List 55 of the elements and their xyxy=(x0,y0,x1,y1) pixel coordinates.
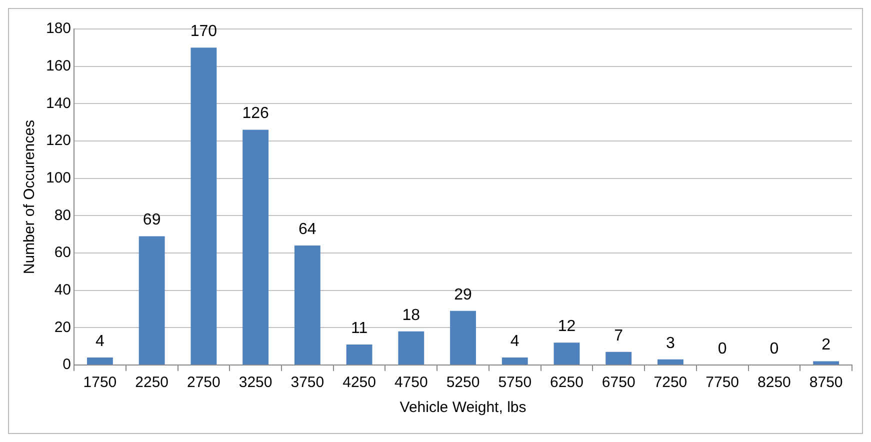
y-tick-label: 0 xyxy=(62,356,72,374)
data-label: 126 xyxy=(242,105,269,122)
bar xyxy=(346,344,372,364)
bar xyxy=(138,236,165,364)
x-tick-label: 4250 xyxy=(342,374,376,392)
bar xyxy=(242,130,269,364)
data-label: 170 xyxy=(190,23,218,40)
bar xyxy=(294,246,320,364)
x-tick-label: 7750 xyxy=(706,374,740,392)
data-label: 64 xyxy=(298,220,316,238)
data-label: 12 xyxy=(558,318,576,336)
y-tick-label: 180 xyxy=(46,20,72,38)
y-tick-label: 60 xyxy=(54,244,72,262)
x-tick-label: 2750 xyxy=(187,374,220,392)
y-tick-label: 100 xyxy=(46,169,72,186)
bar xyxy=(502,358,528,364)
bar xyxy=(606,352,632,364)
data-label: 7 xyxy=(614,327,624,344)
y-tick-label: 120 xyxy=(46,132,72,150)
data-label: 4 xyxy=(96,332,105,350)
bar xyxy=(658,359,684,364)
y-tick-label: 40 xyxy=(54,281,72,298)
data-label: 4 xyxy=(510,332,520,350)
data-label: 2 xyxy=(822,336,831,354)
data-label: 3 xyxy=(666,334,676,352)
x-tick-label: 7250 xyxy=(654,374,688,392)
y-tick-label: 20 xyxy=(54,318,72,336)
bar xyxy=(450,310,476,364)
bar xyxy=(813,361,840,364)
data-label: 69 xyxy=(142,212,161,229)
x-tick-label: 5250 xyxy=(446,374,480,392)
x-tick-label: 1750 xyxy=(83,374,117,392)
x-tick-label: 8750 xyxy=(809,374,843,392)
data-label: 0 xyxy=(718,340,727,358)
x-tick-label: 6250 xyxy=(550,374,584,392)
y-tick-label: 160 xyxy=(46,57,72,74)
y-axis-title: Number of Occurences xyxy=(21,120,38,274)
x-tick-label: 3250 xyxy=(238,374,272,392)
x-tick-label: 4750 xyxy=(394,374,428,392)
bar xyxy=(190,48,217,364)
data-label: 11 xyxy=(350,320,368,337)
y-tick-label: 140 xyxy=(46,94,72,112)
x-tick-label: 2250 xyxy=(135,374,169,392)
x-axis-title: Vehicle Weight, lbs xyxy=(400,399,526,416)
data-label: 0 xyxy=(770,340,779,358)
bar xyxy=(554,342,580,364)
x-tick-label: 3750 xyxy=(290,374,324,392)
bar xyxy=(86,358,113,364)
data-label: 29 xyxy=(454,286,472,304)
x-tick-label: 8250 xyxy=(758,374,791,392)
x-tick-label: 6750 xyxy=(602,374,636,392)
x-tick-label: 5750 xyxy=(498,374,532,392)
y-tick-label: 80 xyxy=(54,206,72,224)
bar xyxy=(398,331,424,364)
data-label: 18 xyxy=(402,306,420,324)
